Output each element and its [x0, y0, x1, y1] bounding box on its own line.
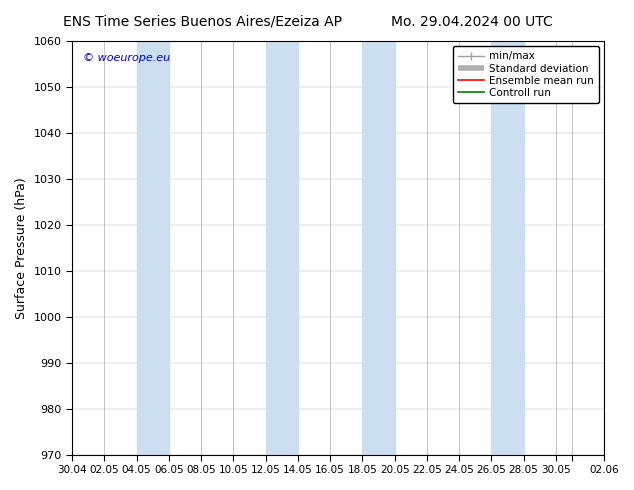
- Text: ENS Time Series Buenos Aires/Ezeiza AP: ENS Time Series Buenos Aires/Ezeiza AP: [63, 15, 342, 29]
- Text: Mo. 29.04.2024 00 UTC: Mo. 29.04.2024 00 UTC: [391, 15, 553, 29]
- Bar: [491, 41, 524, 455]
- Legend: min/max, Standard deviation, Ensemble mean run, Controll run: min/max, Standard deviation, Ensemble me…: [453, 46, 599, 103]
- Bar: [362, 41, 394, 455]
- Bar: [604, 41, 634, 455]
- Bar: [136, 41, 169, 455]
- Bar: [266, 41, 298, 455]
- Text: © woeurope.eu: © woeurope.eu: [83, 53, 170, 64]
- Y-axis label: Surface Pressure (hPa): Surface Pressure (hPa): [15, 177, 28, 318]
